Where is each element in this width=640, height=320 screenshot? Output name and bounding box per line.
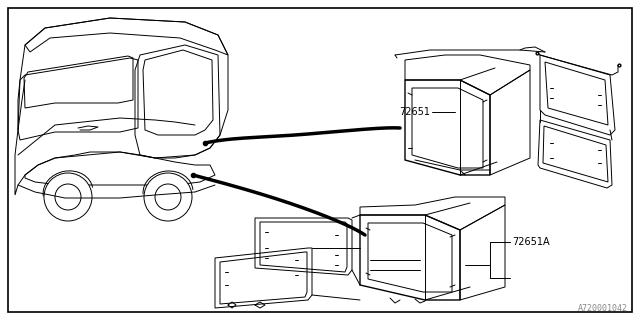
Circle shape: [44, 173, 92, 221]
Text: 72651A: 72651A: [512, 237, 550, 247]
Text: A720001042: A720001042: [578, 304, 628, 313]
Circle shape: [144, 173, 192, 221]
Text: 72651: 72651: [399, 107, 430, 117]
